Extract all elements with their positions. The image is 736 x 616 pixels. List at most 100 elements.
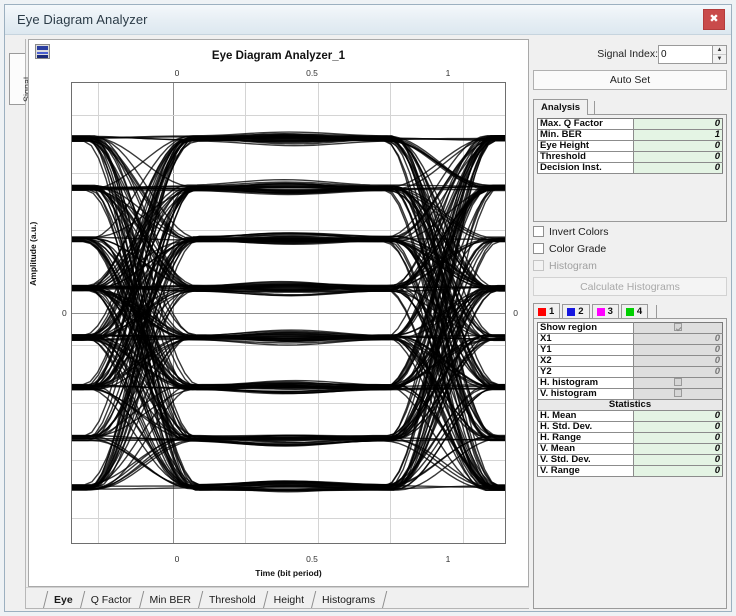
x-tick-top-0: 0: [174, 68, 180, 78]
stat-key-4: V. Std. Dev.: [537, 454, 635, 466]
color-tab-2[interactable]: 2: [562, 304, 590, 319]
region-value-2[interactable]: 0: [633, 344, 723, 356]
color-tab-4[interactable]: 4: [620, 304, 649, 319]
signal-source-icon[interactable]: [35, 44, 50, 59]
tab-eye[interactable]: Eye: [46, 591, 83, 609]
x-tick-bottom-0: 0: [174, 554, 180, 564]
window-title: Eye Diagram Analyzer: [17, 12, 148, 27]
table-row: H. Std. Dev. 0: [537, 421, 723, 433]
stat-value-4[interactable]: 0: [633, 454, 723, 466]
analysis-value-4[interactable]: 0: [633, 162, 723, 174]
region-key-3: X2: [537, 355, 635, 367]
y-tick-right-0: 0: [513, 308, 518, 318]
region-value-0[interactable]: [633, 322, 723, 334]
color-swatch-3-icon: [596, 308, 605, 316]
tab-threshold[interactable]: Threshold: [200, 591, 266, 609]
analysis-key-0: Max. Q Factor: [537, 118, 635, 130]
color-tab-3[interactable]: 3: [591, 304, 619, 319]
table-row: V. Range 0: [537, 465, 723, 477]
right-control-panel: Signal Index: ▲ ▼ Auto Set Analysis: [533, 39, 727, 609]
table-row: H. Range 0: [537, 432, 723, 444]
v-histogram-checkbox[interactable]: [674, 389, 683, 398]
analysis-key-4: Decision Inst.: [537, 162, 635, 174]
color-swatch-4-icon: [625, 308, 634, 316]
tab-histograms[interactable]: Histograms: [314, 591, 386, 609]
analysis-table: Max. Q Factor 0 Min. BER 1 Eye Height 0: [537, 118, 723, 174]
stat-value-2[interactable]: 0: [633, 432, 723, 444]
calculate-histograms-button: Calculate Histograms: [533, 277, 727, 296]
region-key-4: Y2: [537, 366, 635, 378]
stat-key-2: H. Range: [537, 432, 635, 444]
tab-min-ber[interactable]: Min BER: [141, 591, 201, 609]
region-value-6[interactable]: [633, 388, 723, 400]
x-tick-top-2: 1: [445, 68, 451, 78]
analysis-tab-strip: Analysis: [533, 98, 727, 115]
analysis-panel: Max. Q Factor 0 Min. BER 1 Eye Height 0: [533, 114, 727, 222]
left-tab-strip: Signal: [9, 39, 32, 609]
stepper-down-icon[interactable]: ▼: [716, 55, 723, 62]
analysis-value-0[interactable]: 0: [633, 118, 723, 130]
tab-q-factor[interactable]: Q Factor: [82, 591, 142, 609]
stepper-up-icon[interactable]: ▲: [713, 46, 726, 55]
close-icon[interactable]: ✖: [703, 9, 725, 30]
histogram-row: Histogram: [533, 258, 727, 273]
h-histogram-checkbox[interactable]: [674, 378, 683, 387]
table-row: Y1 0: [537, 344, 723, 356]
region-key-2: Y1: [537, 344, 635, 356]
color-swatch-1-icon: [538, 307, 546, 316]
region-key-1: X1: [537, 333, 635, 345]
region-statistics-panel: Show region X1 0 Y1 0 X2: [533, 318, 727, 609]
plot-column: Eye Diagram Analyzer_1 0 0.5 1 0 0.5 1 0…: [26, 39, 529, 609]
analysis-value-2[interactable]: 0: [633, 140, 723, 152]
tab-analysis[interactable]: Analysis: [533, 99, 589, 115]
signal-index-input[interactable]: [658, 44, 713, 64]
eye-diagram-analyzer-window: Eye Diagram Analyzer ✖ Signal Eye Diagra…: [4, 4, 732, 612]
region-key-5: H. histogram: [537, 377, 635, 389]
table-row: Min. BER 1: [537, 129, 723, 141]
stat-value-1[interactable]: 0: [633, 421, 723, 433]
color-tab-2-label: 2: [578, 306, 584, 317]
plot-title: Eye Diagram Analyzer_1: [211, 50, 346, 62]
table-row: Max. Q Factor 0: [537, 118, 723, 130]
color-tab-3-label: 3: [607, 306, 613, 317]
y-tick-left-0: 0: [62, 308, 67, 318]
vertical-tab-signal[interactable]: Signal: [9, 53, 32, 105]
invert-colors-label: Invert Colors: [549, 225, 609, 238]
color-grade-row[interactable]: Color Grade: [533, 241, 727, 256]
color-tab-1[interactable]: 1: [533, 303, 561, 319]
analysis-value-1[interactable]: 1: [633, 129, 723, 141]
table-row: V. Mean 0: [537, 443, 723, 455]
stat-key-1: H. Std. Dev.: [537, 421, 635, 433]
x-tick-bottom-2: 1: [445, 554, 451, 564]
table-row: Threshold 0: [537, 151, 723, 163]
stat-value-3[interactable]: 0: [633, 443, 723, 455]
region-value-4[interactable]: 0: [633, 366, 723, 378]
tab-height[interactable]: Height: [265, 591, 315, 609]
stat-value-0[interactable]: 0: [633, 410, 723, 422]
analysis-key-3: Threshold: [537, 151, 635, 163]
bottom-tab-bar: Eye Q Factor Min BER Threshold Height Hi…: [26, 587, 529, 609]
region-value-3[interactable]: 0: [633, 355, 723, 367]
region-statistics-table: Show region X1 0 Y1 0 X2: [537, 322, 723, 477]
signal-index-stepper[interactable]: ▲ ▼: [712, 44, 727, 64]
color-swatch-2-icon: [567, 308, 576, 316]
analysis-value-3[interactable]: 0: [633, 151, 723, 163]
region-value-5[interactable]: [633, 377, 723, 389]
auto-set-button[interactable]: Auto Set: [533, 70, 727, 90]
x-tick-bottom-1: 0.5: [306, 554, 318, 564]
show-region-checkbox[interactable]: [674, 323, 683, 332]
color-tab-1-label: 1: [549, 305, 555, 317]
eye-diagram-traces: [72, 83, 505, 543]
color-grade-label: Color Grade: [549, 242, 607, 255]
stat-value-5[interactable]: 0: [633, 465, 723, 477]
region-value-1[interactable]: 0: [633, 333, 723, 345]
table-row: X1 0: [537, 333, 723, 345]
region-color-tab-strip: 1 2 3 4: [533, 302, 727, 319]
color-grade-checkbox[interactable]: [533, 243, 544, 254]
stat-key-3: V. Mean: [537, 443, 635, 455]
region-key-0: Show region: [537, 322, 635, 334]
invert-colors-row[interactable]: Invert Colors: [533, 224, 727, 239]
histogram-label: Histogram: [549, 259, 597, 272]
invert-colors-checkbox[interactable]: [533, 226, 544, 237]
table-row: X2 0: [537, 355, 723, 367]
